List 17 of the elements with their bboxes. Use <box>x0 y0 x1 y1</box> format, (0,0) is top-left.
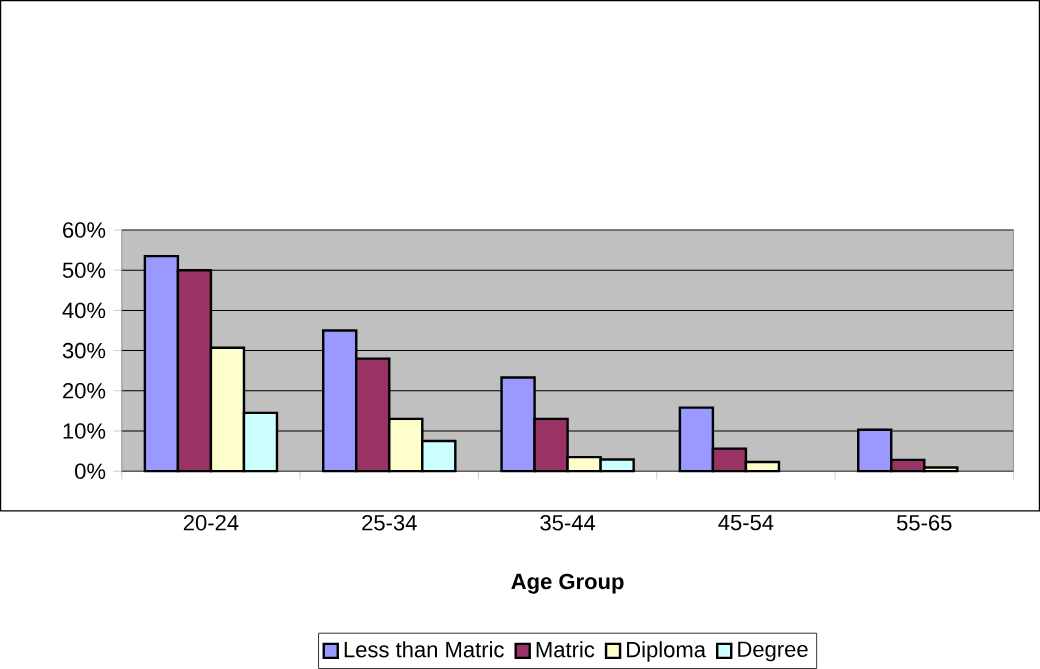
y-tick-label: 60% <box>63 222 106 238</box>
y-tick-label: 30% <box>62 342 106 359</box>
x-tick-label: 35-44 <box>540 515 596 531</box>
y-tick-label: 10% <box>63 423 106 439</box>
y-tick-label: 50% <box>62 262 106 279</box>
legend-label: Diploma <box>627 641 706 662</box>
x-axis-title: Age Group <box>511 573 624 594</box>
legend-label: Less than Matric <box>344 641 504 658</box>
legend-label: Matric <box>536 641 595 658</box>
x-tick-label: 25-34 <box>362 515 417 531</box>
x-tick-label: 55-65 <box>896 515 952 531</box>
legend-label: Degree <box>738 641 808 662</box>
x-tick-label: 20-24 <box>183 515 239 531</box>
y-tick-label: 0% <box>75 463 106 480</box>
y-tick-label: 20% <box>63 383 106 399</box>
y-tick-label: 40% <box>62 302 106 319</box>
x-tick-label: 45-54 <box>718 515 774 531</box>
